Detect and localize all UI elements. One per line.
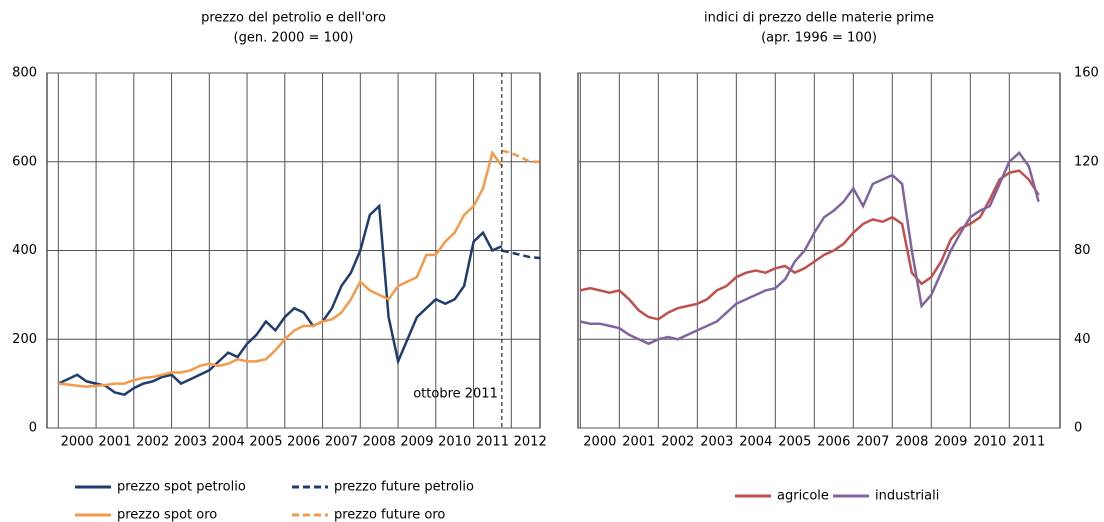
chart-title: indici di prezzo delle materie prime	[704, 11, 934, 26]
x-tick-label: 2011	[1012, 435, 1045, 450]
x-tick-label: 2010	[973, 435, 1006, 450]
x-tick-label: 2001	[98, 435, 131, 450]
y-tick-label: 80	[1074, 243, 1091, 258]
legend-label: prezzo future oro	[334, 508, 445, 522]
x-tick-label: 2003	[700, 435, 733, 450]
x-tick-label: 2002	[136, 435, 169, 450]
legend-label: prezzo spot oro	[117, 508, 217, 522]
x-tick-label: 2011	[476, 435, 509, 450]
y-tick-label: 0	[1074, 421, 1082, 436]
x-tick-label: 2007	[325, 435, 358, 450]
chart-title: prezzo del petrolio e dell'oro	[201, 11, 386, 26]
x-tick-label: 2000	[583, 435, 616, 450]
y-tick-label: 40	[1074, 332, 1091, 347]
legend-label: prezzo spot petrolio	[117, 480, 246, 495]
series-line	[580, 169, 1040, 321]
series-line	[501, 149, 540, 164]
x-tick-label: 2003	[174, 435, 207, 450]
y-tick-label: 600	[12, 154, 37, 169]
series-line	[58, 150, 503, 388]
x-tick-label: 2006	[817, 435, 850, 450]
x-tick-label: 2006	[287, 435, 320, 450]
series-line	[580, 151, 1040, 346]
series-line	[501, 249, 540, 260]
series-line	[57, 203, 503, 397]
x-tick-label: 2004	[739, 435, 772, 450]
x-tick-label: 2004	[212, 435, 245, 450]
x-tick-label: 2008	[895, 435, 928, 450]
chart-subtitle: (gen. 2000 = 100)	[234, 31, 354, 46]
x-tick-label: 2001	[622, 435, 655, 450]
x-tick-label: 2000	[61, 435, 94, 450]
x-tick-label: 2002	[661, 435, 694, 450]
x-tick-label: 2009	[400, 435, 433, 450]
x-tick-label: 2008	[363, 435, 396, 450]
x-tick-label: 2007	[856, 435, 889, 450]
y-tick-label: 400	[12, 243, 37, 258]
annotation: ottobre 2011	[413, 387, 498, 402]
legend-label: prezzo future petrolio	[334, 480, 474, 495]
y-tick-label: 0	[29, 421, 37, 436]
y-tick-label: 160	[1074, 66, 1099, 81]
x-tick-label: 2005	[778, 435, 811, 450]
legend-label: agricole	[777, 489, 829, 504]
x-tick-label: 2009	[934, 435, 967, 450]
x-tick-label: 2010	[438, 435, 471, 450]
y-tick-label: 120	[1074, 154, 1099, 169]
y-tick-label: 200	[12, 332, 37, 347]
y-tick-label: 800	[12, 66, 37, 81]
x-tick-label: 2005	[249, 435, 282, 450]
chart-subtitle: (apr. 1996 = 100)	[761, 31, 877, 46]
x-tick-label: 2012	[514, 435, 547, 450]
legend-label: industriali	[875, 489, 939, 504]
